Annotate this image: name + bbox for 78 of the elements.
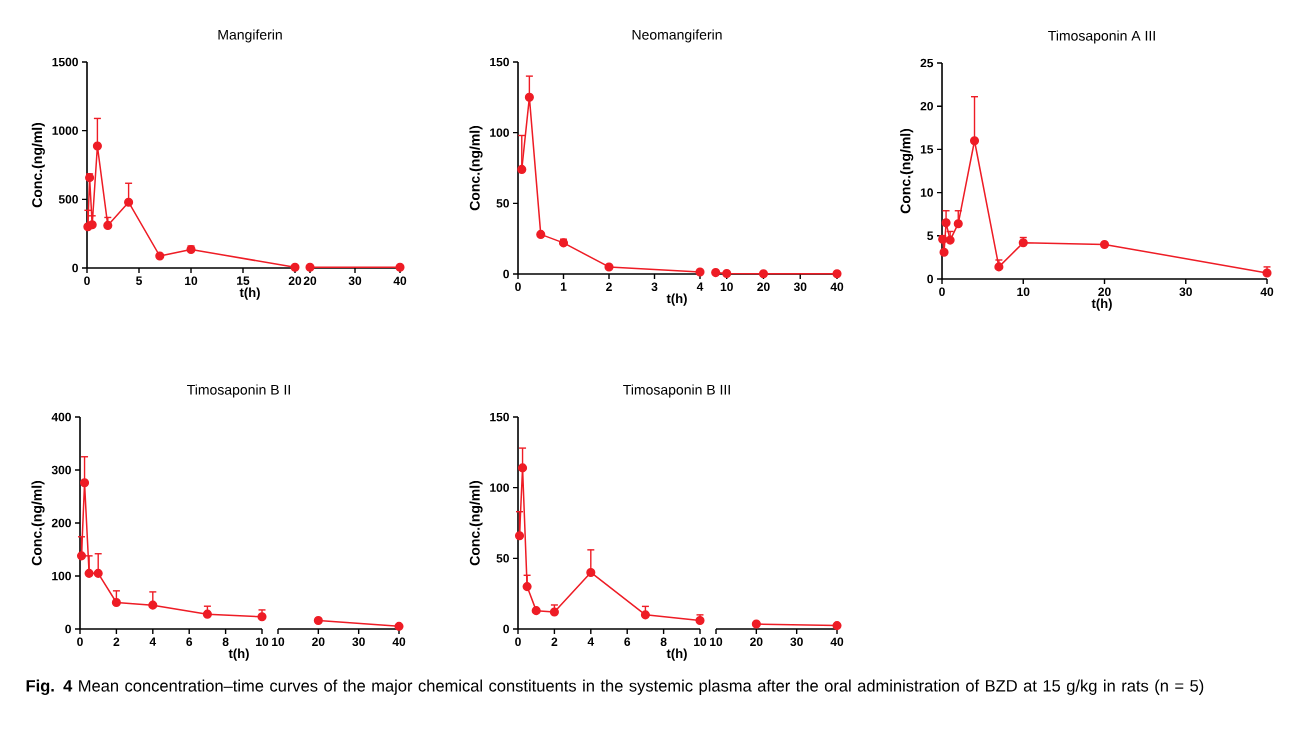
x-tick-label: 40 bbox=[392, 637, 406, 647]
x-tick-label: 2 bbox=[606, 282, 612, 291]
x-tick-label: 40 bbox=[1260, 287, 1274, 297]
y-tick-label: 400 bbox=[51, 412, 71, 422]
y-tick-label: 150 bbox=[490, 57, 509, 67]
y-tick-label: 300 bbox=[51, 465, 71, 475]
x-axis-title: t(h) bbox=[239, 287, 260, 300]
x-axis-title: t(h) bbox=[666, 293, 687, 306]
y-tick-label: 150 bbox=[490, 412, 509, 422]
x-tick-label: 40 bbox=[830, 282, 844, 292]
x-tick-label: 3 bbox=[651, 282, 658, 292]
y-axis-title: Conc.(ng/ml) bbox=[31, 480, 45, 566]
x-axis-title: t(h) bbox=[666, 648, 687, 661]
chart-title: Mangiferin bbox=[218, 29, 282, 43]
y-tick-label: 0 bbox=[503, 624, 509, 634]
x-tick-label: 8 bbox=[660, 637, 667, 647]
x-axis-title: t(h) bbox=[228, 648, 249, 661]
y-tick-label: 0 bbox=[65, 624, 71, 634]
x-tick-label: 40 bbox=[393, 276, 407, 286]
y-tick-label: 5 bbox=[927, 231, 934, 240]
x-tick-label: 0 bbox=[939, 287, 945, 297]
x-tick-label: 10 bbox=[272, 637, 285, 647]
x-tick-label: 10 bbox=[1017, 287, 1030, 297]
x-tick-label: 4 bbox=[696, 282, 704, 291]
x-tick-label: 2 bbox=[551, 637, 558, 646]
y-tick-label: 200 bbox=[51, 518, 71, 528]
x-tick-label: 15 bbox=[237, 276, 250, 285]
chart-title: Timosaponin B III bbox=[623, 384, 730, 398]
y-tick-label: 1000 bbox=[52, 126, 78, 135]
x-tick-label: 5 bbox=[136, 276, 142, 285]
x-tick-label: 20 bbox=[1098, 287, 1111, 297]
x-tick-label: 0 bbox=[84, 276, 90, 286]
x-tick-label: 30 bbox=[793, 282, 807, 292]
x-tick-label: 4 bbox=[587, 637, 595, 646]
y-tick-label: 50 bbox=[496, 554, 509, 563]
x-tick-label: 10 bbox=[694, 637, 707, 647]
y-axis-title: Conc.(ng/ml) bbox=[900, 128, 914, 214]
x-tick-label: 6 bbox=[624, 637, 631, 647]
x-tick-label: 2 bbox=[113, 637, 120, 646]
x-tick-label: 1 bbox=[560, 282, 567, 291]
x-tick-label: 30 bbox=[352, 637, 365, 647]
y-axis-title: Conc.(ng/ml) bbox=[469, 125, 483, 211]
y-tick-label: 500 bbox=[58, 195, 78, 204]
y-axis-title: Conc.(ng/ml) bbox=[469, 480, 483, 566]
x-tick-label: 40 bbox=[830, 637, 844, 647]
x-tick-label: 20 bbox=[312, 637, 325, 647]
x-tick-label: 30 bbox=[348, 276, 362, 286]
y-tick-label: 100 bbox=[52, 571, 71, 581]
y-axis-title: Conc.(ng/ml) bbox=[31, 122, 45, 208]
y-tick-label: 100 bbox=[490, 483, 509, 492]
x-axis-title: t(h) bbox=[1091, 298, 1112, 311]
x-tick-label: 8 bbox=[222, 637, 229, 647]
chart-title: Timosaponin A III bbox=[1048, 30, 1155, 44]
x-tick-label: 20 bbox=[288, 276, 302, 286]
x-tick-label: 0 bbox=[515, 637, 521, 647]
chart-title: Timosaponin B II bbox=[187, 384, 290, 398]
x-tick-label: 20 bbox=[303, 276, 317, 286]
x-tick-label: 10 bbox=[710, 637, 723, 647]
x-tick-label: 0 bbox=[515, 282, 521, 292]
x-tick-label: 20 bbox=[757, 282, 770, 292]
y-tick-label: 15 bbox=[920, 145, 934, 154]
x-tick-label: 20 bbox=[750, 637, 763, 647]
x-tick-label: 10 bbox=[720, 282, 733, 292]
chart-title: Neomangiferin bbox=[632, 29, 722, 43]
text: Fig. 4 Mean concentration–time curves of the major chemical constituents in the systemic plasma after the oral administration of BZD at 15 g/kg in rats (n = 5) bbox=[26, 679, 1204, 695]
y-tick-label: 1500 bbox=[52, 57, 78, 67]
x-tick-label: 10 bbox=[185, 276, 198, 286]
y-tick-label: 50 bbox=[496, 199, 509, 208]
x-tick-label: 30 bbox=[1179, 287, 1192, 297]
y-tick-label: 25 bbox=[920, 58, 934, 68]
x-tick-label: 6 bbox=[186, 637, 193, 647]
x-tick-label: 30 bbox=[790, 637, 803, 647]
x-tick-label: 4 bbox=[149, 637, 157, 646]
y-tick-label: 20 bbox=[920, 101, 933, 111]
y-tick-label: 10 bbox=[920, 188, 933, 197]
y-tick-label: 100 bbox=[490, 128, 509, 137]
y-tick-label: 0 bbox=[72, 263, 78, 273]
x-tick-label: 10 bbox=[256, 637, 269, 647]
